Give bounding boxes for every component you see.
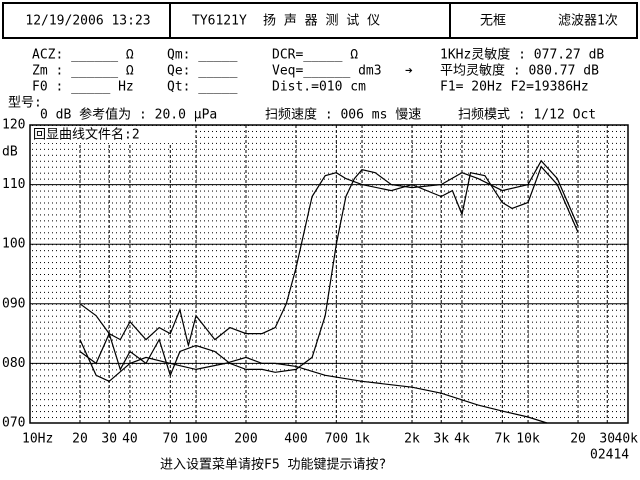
hint: 进入设置菜单请按F5 功能键提示请按? bbox=[160, 457, 386, 473]
param: Zm : ______ Ω bbox=[32, 64, 134, 79]
y-tick-label: 120 bbox=[2, 118, 25, 133]
x-tick-label: 100 bbox=[184, 432, 207, 447]
x-tick-label: 40 bbox=[122, 432, 138, 447]
type-label: 型号: bbox=[8, 96, 42, 111]
file-label-box bbox=[31, 126, 195, 143]
model: TY6121Y bbox=[192, 14, 247, 29]
param: Dist.=010 cm bbox=[272, 80, 366, 95]
y-tick-label: 110 bbox=[2, 177, 25, 192]
x-tick-label: 30 bbox=[599, 432, 615, 447]
x-tick-label: 20 bbox=[72, 432, 88, 447]
param: 1KHz灵敏度 : 077.27 dB bbox=[440, 47, 604, 63]
param: 平均灵敏度 : 080.77 dB bbox=[440, 63, 599, 79]
x-tick-label: 200 bbox=[234, 432, 257, 447]
param: 扫频速度 : 006 ms 慢速 bbox=[265, 107, 421, 123]
curve bbox=[79, 159, 579, 378]
y-tick-label: 090 bbox=[2, 296, 25, 311]
y-label: dB bbox=[2, 145, 18, 160]
date: 12/19/2006 13:23 bbox=[25, 14, 150, 29]
x-tick-label: 40k bbox=[615, 432, 639, 447]
param: DCR=_____ Ω bbox=[272, 48, 358, 63]
param: ACZ: ______ Ω bbox=[32, 48, 134, 63]
filter: 滤波器1次 bbox=[558, 13, 618, 29]
param: Qe: _____ bbox=[167, 64, 238, 79]
x-tick-label: 10k bbox=[516, 432, 540, 447]
device-name: 扬 声 器 测 试 仪 bbox=[263, 14, 380, 29]
x-tick-label: 30 bbox=[101, 432, 117, 447]
mode: 无框 bbox=[480, 14, 506, 29]
param: F0 : _____ Hz bbox=[32, 80, 134, 95]
header-box bbox=[2, 2, 638, 39]
x-tick-label: 2k bbox=[404, 432, 420, 447]
x-tick-label: 20 bbox=[570, 432, 586, 447]
x-tick-label: 70 bbox=[162, 432, 178, 447]
arrow: ➔ bbox=[405, 64, 413, 79]
x-tick-label: 4k bbox=[454, 432, 470, 447]
code: 02414 bbox=[590, 448, 629, 463]
x-tick-label: 10Hz bbox=[22, 432, 53, 447]
x-tick-label: 7k bbox=[495, 432, 511, 447]
plot bbox=[29, 124, 629, 424]
file-label: 回显曲线文件名:2 bbox=[33, 127, 140, 143]
y-tick-label: 100 bbox=[2, 237, 25, 252]
param: F1= 20Hz F2=19386Hz bbox=[440, 80, 589, 95]
x-tick-label: 3k bbox=[433, 432, 449, 447]
y-tick-label: 080 bbox=[2, 356, 25, 371]
x-tick-label: 1k bbox=[354, 432, 370, 447]
x-tick-label: 400 bbox=[284, 432, 307, 447]
param: 0 dB 参考值为 : 20.0 μPa bbox=[40, 107, 217, 123]
y-tick-label: 070 bbox=[2, 416, 25, 431]
x-tick-label: 700 bbox=[325, 432, 348, 447]
curve bbox=[79, 165, 579, 346]
param: Qm: _____ bbox=[167, 48, 238, 63]
param: 扫频模式 : 1/12 Oct bbox=[458, 108, 596, 123]
param: Qt: _____ bbox=[167, 80, 238, 95]
param: Veq=______ dm3 bbox=[272, 64, 382, 79]
plot-frame bbox=[29, 124, 629, 424]
curve bbox=[79, 339, 548, 424]
